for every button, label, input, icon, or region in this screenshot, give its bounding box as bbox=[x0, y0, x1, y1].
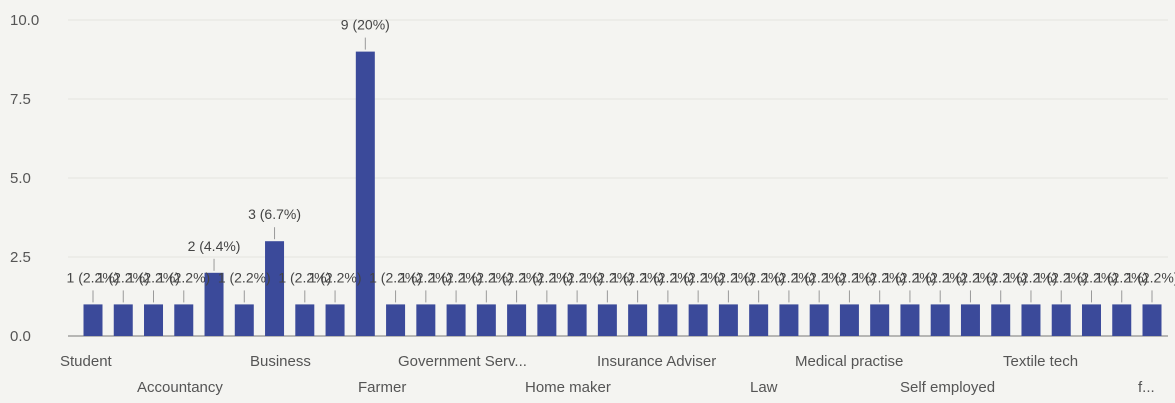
bar-data-label: 3 (6.7%) bbox=[248, 206, 301, 222]
bar[interactable] bbox=[234, 304, 254, 336]
bar[interactable] bbox=[597, 304, 617, 336]
bar-data-label: 1 (2.2%) bbox=[157, 269, 210, 285]
bar[interactable] bbox=[900, 304, 920, 336]
bar-data-label: 1 (2.2%) bbox=[641, 269, 694, 285]
bar-data-label: 1 (2.2%) bbox=[883, 269, 936, 285]
bar[interactable] bbox=[960, 304, 980, 336]
bar-data-label: 1 (2.2%) bbox=[944, 269, 997, 285]
category-labels: Student Accountancy Business Farmer Governme… bbox=[60, 353, 1155, 396]
bar-data-label: 1 (2.2%) bbox=[974, 269, 1027, 285]
bar-data-label: 1 (2.2%) bbox=[611, 269, 664, 285]
bar-data-label: 1 (2.2%) bbox=[672, 269, 725, 285]
bar[interactable] bbox=[83, 304, 103, 336]
bar-data-label: 1 (2.2%) bbox=[581, 269, 634, 285]
bar[interactable] bbox=[113, 304, 133, 336]
y-axis-ticks: 0.0 2.5 5.0 7.5 10.0 bbox=[10, 12, 39, 345]
bar-data-label: 1 (2.2%) bbox=[67, 269, 120, 285]
bar[interactable] bbox=[295, 304, 315, 336]
bar-data-label: 2 (4.4%) bbox=[188, 238, 241, 254]
bar[interactable] bbox=[688, 304, 708, 336]
category-label: Accountancy bbox=[137, 379, 223, 396]
bar[interactable] bbox=[416, 304, 436, 336]
bar-data-label: 1 (2.2%) bbox=[732, 269, 785, 285]
bar[interactable] bbox=[174, 304, 194, 336]
category-label: Textile tech bbox=[1003, 353, 1078, 370]
category-label: Government Serv... bbox=[398, 353, 527, 370]
bar[interactable] bbox=[446, 304, 466, 336]
bar-data-label: 1 (2.2%) bbox=[278, 269, 331, 285]
bar[interactable] bbox=[991, 304, 1011, 336]
bar[interactable] bbox=[265, 241, 285, 336]
bar-data-label: 1 (2.2%) bbox=[218, 269, 271, 285]
category-label: Business bbox=[250, 353, 311, 370]
bar-data-label: 1 (2.2%) bbox=[1126, 269, 1175, 285]
bar[interactable] bbox=[809, 304, 829, 336]
y-tick-label: 2.5 bbox=[10, 249, 31, 266]
bar[interactable] bbox=[567, 304, 587, 336]
bar[interactable] bbox=[749, 304, 769, 336]
bar-data-label: 1 (2.2%) bbox=[914, 269, 967, 285]
bar-data-label: 1 (2.2%) bbox=[97, 269, 150, 285]
bar[interactable] bbox=[1112, 304, 1132, 336]
bar[interactable] bbox=[325, 304, 345, 336]
category-label: Insurance Adviser bbox=[597, 353, 716, 370]
bar[interactable] bbox=[930, 304, 950, 336]
bar[interactable] bbox=[779, 304, 799, 336]
bar-data-label: 1 (2.2%) bbox=[399, 269, 452, 285]
bar[interactable] bbox=[476, 304, 496, 336]
bar[interactable] bbox=[870, 304, 890, 336]
category-label: Law bbox=[750, 379, 778, 396]
bar[interactable] bbox=[628, 304, 648, 336]
category-label: Medical practise bbox=[795, 353, 903, 370]
y-tick-label: 5.0 bbox=[10, 170, 31, 187]
gridlines bbox=[68, 19, 1168, 337]
bar[interactable] bbox=[1021, 304, 1041, 336]
y-tick-label: 0.0 bbox=[10, 328, 31, 345]
category-label: Farmer bbox=[358, 379, 406, 396]
bar-data-label: 1 (2.2%) bbox=[1035, 269, 1088, 285]
bar[interactable] bbox=[1051, 304, 1071, 336]
bar-data-label: 1 (2.2%) bbox=[793, 269, 846, 285]
bar-data-label: 1 (2.2%) bbox=[1065, 269, 1118, 285]
bar-data-label: 1 (2.2%) bbox=[853, 269, 906, 285]
bar-data-label: 1 (2.2%) bbox=[762, 269, 815, 285]
bar-data-label: 1 (2.2%) bbox=[460, 269, 513, 285]
bar-data-label: 9 (20%) bbox=[341, 17, 390, 33]
bar-data-label: 1 (2.2%) bbox=[1005, 269, 1058, 285]
bar[interactable] bbox=[144, 304, 164, 336]
category-label: f... bbox=[1138, 379, 1155, 396]
category-label: Home maker bbox=[525, 379, 611, 396]
bar[interactable] bbox=[507, 304, 527, 336]
category-label: Self employed bbox=[900, 379, 995, 396]
bar-data-label: 1 (2.2%) bbox=[309, 269, 362, 285]
bar-data-label: 1 (2.2%) bbox=[430, 269, 483, 285]
bar[interactable] bbox=[1081, 304, 1101, 336]
bar-data-label: 1 (2.2%) bbox=[490, 269, 543, 285]
bar-data-label: 1 (2.2%) bbox=[823, 269, 876, 285]
bar-data-label: 1 (2.2%) bbox=[369, 269, 422, 285]
bar-data-label: 1 (2.2%) bbox=[551, 269, 604, 285]
bar-data-label: 1 (2.2%) bbox=[702, 269, 755, 285]
bar[interactable] bbox=[839, 304, 859, 336]
bar[interactable] bbox=[537, 304, 557, 336]
bar-data-label: 1 (2.2%) bbox=[127, 269, 180, 285]
y-tick-label: 10.0 bbox=[10, 12, 39, 29]
bar[interactable] bbox=[204, 272, 224, 336]
data-labels: 1 (2.2%)1 (2.2%)1 (2.2%)1 (2.2%)2 (4.4%)… bbox=[67, 17, 1175, 286]
bars bbox=[83, 37, 1162, 336]
bar[interactable] bbox=[355, 51, 375, 336]
bar[interactable] bbox=[718, 304, 738, 336]
bar[interactable] bbox=[1142, 304, 1162, 336]
bar-data-label: 1 (2.2%) bbox=[1095, 269, 1148, 285]
bar-data-label: 1 (2.2%) bbox=[520, 269, 573, 285]
bar[interactable] bbox=[386, 304, 406, 336]
y-tick-label: 7.5 bbox=[10, 91, 31, 108]
category-label: Student bbox=[60, 353, 113, 370]
bar[interactable] bbox=[658, 304, 678, 336]
